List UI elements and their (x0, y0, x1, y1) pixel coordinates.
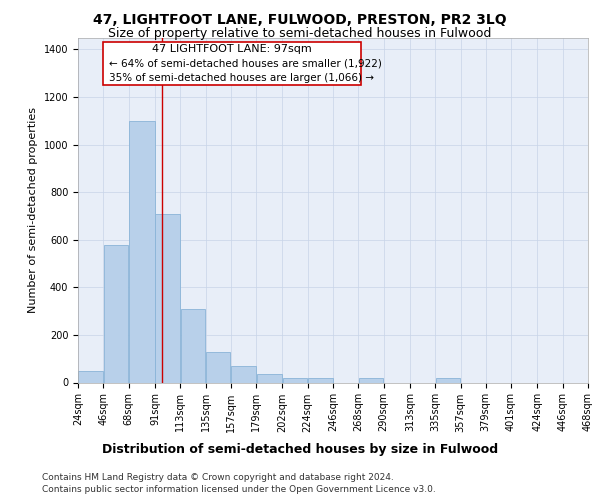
Bar (104, 244, 128, 382)
Bar (155, 214, 180, 382)
Text: Contains public sector information licensed under the Open Government Licence v3: Contains public sector information licen… (42, 485, 436, 494)
Text: 47, LIGHTFOOT LANE, FULWOOD, PRESTON, PR2 3LQ: 47, LIGHTFOOT LANE, FULWOOD, PRESTON, PR… (93, 12, 507, 26)
Bar (129, 121, 155, 382)
Text: Distribution of semi-detached houses by size in Fulwood: Distribution of semi-detached houses by … (102, 442, 498, 456)
Bar (181, 308, 205, 382)
FancyBboxPatch shape (103, 42, 361, 85)
Text: 35% of semi-detached houses are larger (1,066) →: 35% of semi-detached houses are larger (… (109, 73, 374, 83)
Text: Size of property relative to semi-detached houses in Fulwood: Size of property relative to semi-detach… (109, 28, 491, 40)
Bar (308, 378, 332, 382)
Text: 47 LIGHTFOOT LANE: 97sqm: 47 LIGHTFOOT LANE: 97sqm (152, 44, 312, 54)
Bar (436, 378, 460, 382)
Bar (283, 378, 307, 382)
Bar (359, 378, 383, 382)
Text: ← 64% of semi-detached houses are smaller (1,922): ← 64% of semi-detached houses are smalle… (109, 58, 382, 68)
Bar (257, 374, 282, 382)
Bar (231, 366, 256, 382)
Y-axis label: Number of semi-detached properties: Number of semi-detached properties (28, 107, 38, 313)
Bar (206, 352, 230, 382)
Text: Contains HM Land Registry data © Crown copyright and database right 2024.: Contains HM Land Registry data © Crown c… (42, 472, 394, 482)
Bar (79, 370, 103, 382)
